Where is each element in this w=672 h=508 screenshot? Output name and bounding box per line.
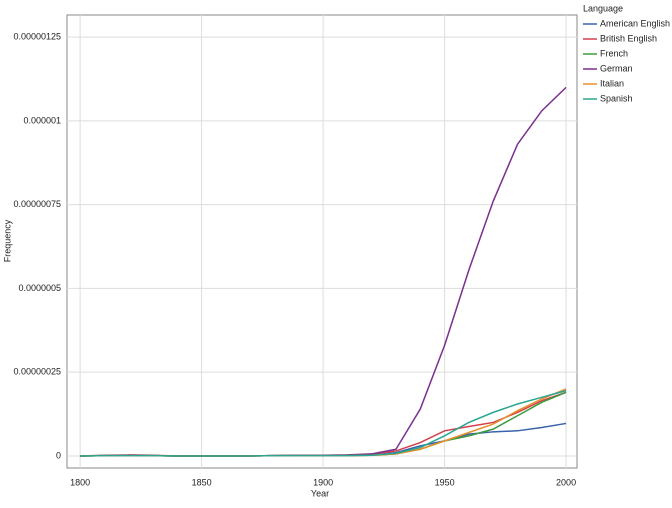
line <box>80 389 567 457</box>
x-tick-label: 1900 <box>313 477 333 487</box>
x-axis-label: Year <box>311 488 329 498</box>
x-tick-label: 1850 <box>192 477 212 487</box>
x-tick-label: 1800 <box>70 477 90 487</box>
legend-label: American English <box>600 18 670 28</box>
y-tick-label: 0.0000005 <box>18 283 61 293</box>
legend-label: British English <box>600 33 657 43</box>
y-axis-label: Frequency <box>2 219 12 262</box>
y-tick-label: 0 <box>56 450 61 460</box>
y-tick-label: 0.00000075 <box>13 199 61 209</box>
legend-title: Language <box>583 3 623 13</box>
y-tick-label: 0.00000125 <box>13 31 61 41</box>
legend-label: Italian <box>600 78 624 88</box>
legend-label: Spanish <box>600 93 633 103</box>
x-tick-label: 2000 <box>556 477 576 487</box>
legend-label: French <box>600 48 628 58</box>
x-tick-label: 1950 <box>435 477 455 487</box>
legend-label: German <box>600 63 633 73</box>
y-tick-label: 0.000001 <box>23 115 61 125</box>
y-tick-label: 0.00000025 <box>13 367 61 377</box>
plot-area <box>66 14 578 469</box>
